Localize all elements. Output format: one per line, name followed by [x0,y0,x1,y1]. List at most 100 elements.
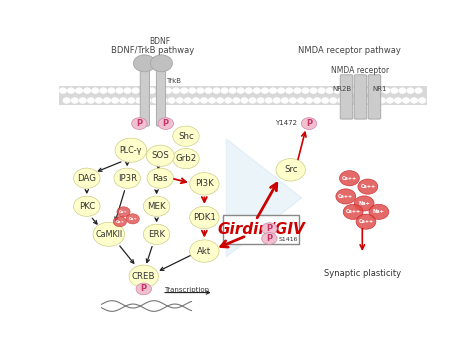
Text: CREB: CREB [132,272,155,281]
Circle shape [370,98,377,103]
FancyBboxPatch shape [140,59,149,126]
FancyBboxPatch shape [223,215,299,244]
Circle shape [72,98,78,103]
Text: Transcription: Transcription [164,286,209,293]
Circle shape [117,207,130,217]
Circle shape [60,88,66,93]
Circle shape [278,88,284,93]
Text: ERK: ERK [148,230,165,239]
Text: Shc: Shc [178,132,194,141]
Circle shape [387,98,393,103]
FancyBboxPatch shape [340,75,353,119]
Text: Ca++: Ca++ [338,194,353,199]
Circle shape [164,88,171,93]
Circle shape [403,98,410,103]
Circle shape [338,98,345,103]
Circle shape [190,240,219,262]
Circle shape [140,88,147,93]
Text: Ras: Ras [153,174,168,183]
Circle shape [173,88,179,93]
Circle shape [190,206,219,229]
Circle shape [273,98,280,103]
Circle shape [213,88,220,93]
Circle shape [132,118,147,130]
Circle shape [115,138,146,162]
Text: P: P [141,284,147,293]
Circle shape [262,233,277,244]
FancyBboxPatch shape [156,59,165,126]
Circle shape [356,214,376,229]
Text: PDK1: PDK1 [193,213,216,222]
Text: P: P [266,234,273,243]
Circle shape [351,88,357,93]
Circle shape [144,98,151,103]
Circle shape [314,98,320,103]
Circle shape [336,189,356,204]
Circle shape [124,88,131,93]
Circle shape [134,55,155,72]
Circle shape [241,98,248,103]
Text: Grb2: Grb2 [175,154,197,163]
Circle shape [339,171,359,186]
Circle shape [221,88,228,93]
Circle shape [104,98,110,103]
Circle shape [84,88,91,93]
Text: NMDA receptor: NMDA receptor [331,66,390,75]
Circle shape [298,98,304,103]
Circle shape [158,118,173,130]
Text: Y1472: Y1472 [275,120,297,126]
Circle shape [294,88,301,93]
Circle shape [270,88,276,93]
Text: NR2B: NR2B [332,86,351,92]
Circle shape [160,98,167,103]
Text: Ca++: Ca++ [342,176,357,181]
Circle shape [192,98,199,103]
Text: Na+: Na+ [358,201,370,206]
Circle shape [262,88,268,93]
Circle shape [143,224,170,244]
Circle shape [225,98,231,103]
Circle shape [302,88,309,93]
Circle shape [383,88,390,93]
Text: SOS: SOS [151,151,169,160]
Circle shape [73,168,100,188]
Text: MEK: MEK [147,202,166,211]
FancyBboxPatch shape [59,86,427,95]
Circle shape [173,149,199,169]
Circle shape [181,88,187,93]
Circle shape [229,88,236,93]
Circle shape [257,98,264,103]
Circle shape [407,88,414,93]
Circle shape [148,88,155,93]
Circle shape [129,265,158,288]
Text: Synaptic plasticity: Synaptic plasticity [324,269,401,278]
Text: Ca++: Ca++ [346,209,361,214]
Circle shape [326,88,333,93]
Circle shape [375,88,382,93]
Text: BDNF/TrkB pathway: BDNF/TrkB pathway [111,47,194,55]
Circle shape [343,204,363,219]
Circle shape [205,88,212,93]
Circle shape [354,196,374,211]
Circle shape [173,126,199,146]
Circle shape [411,98,418,103]
Circle shape [354,98,361,103]
Circle shape [76,88,82,93]
Circle shape [108,88,115,93]
Text: IP3R: IP3R [118,174,137,183]
Circle shape [64,98,70,103]
Circle shape [201,98,207,103]
Circle shape [359,88,365,93]
Circle shape [152,98,159,103]
Circle shape [68,88,74,93]
Circle shape [265,98,272,103]
Text: S1416: S1416 [278,237,298,242]
Circle shape [237,88,244,93]
Text: Girdin/GIV: Girdin/GIV [218,222,305,237]
Circle shape [88,98,94,103]
Circle shape [286,88,292,93]
Circle shape [113,217,127,227]
Text: Ca+: Ca+ [116,219,124,223]
Text: Ca+: Ca+ [119,210,128,214]
Text: Ca++: Ca++ [358,219,374,224]
